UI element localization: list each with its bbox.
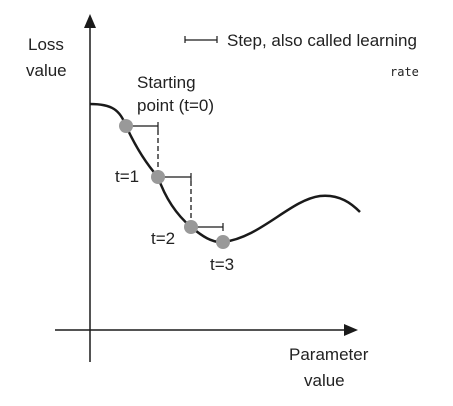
point-t0 xyxy=(119,119,133,133)
point-t2-label: t=2 xyxy=(151,229,175,248)
step-markers xyxy=(126,122,224,231)
x-axis-label-line1: Parameter xyxy=(289,345,369,364)
x-axis-arrowhead xyxy=(344,324,358,336)
point-t0-label-line2: point (t=0) xyxy=(137,96,214,115)
point-t3 xyxy=(216,235,230,249)
x-axis-label-line2: value xyxy=(304,371,345,390)
point-t3-label: t=3 xyxy=(210,255,234,274)
point-t2 xyxy=(184,220,198,234)
y-axis-label-line1: Loss xyxy=(28,35,64,54)
y-axis-arrowhead xyxy=(84,14,96,28)
legend: Step, also called learning rate xyxy=(184,31,419,79)
point-t1 xyxy=(151,170,165,184)
point-t1-label: t=1 xyxy=(115,167,139,186)
point-t0-label-line1: Starting xyxy=(137,73,196,92)
y-axis-label-line2: value xyxy=(26,61,67,80)
legend-text-line2: rate xyxy=(390,65,419,79)
legend-step-symbol xyxy=(184,36,218,43)
legend-text-line1: Step, also called learning xyxy=(227,31,417,50)
